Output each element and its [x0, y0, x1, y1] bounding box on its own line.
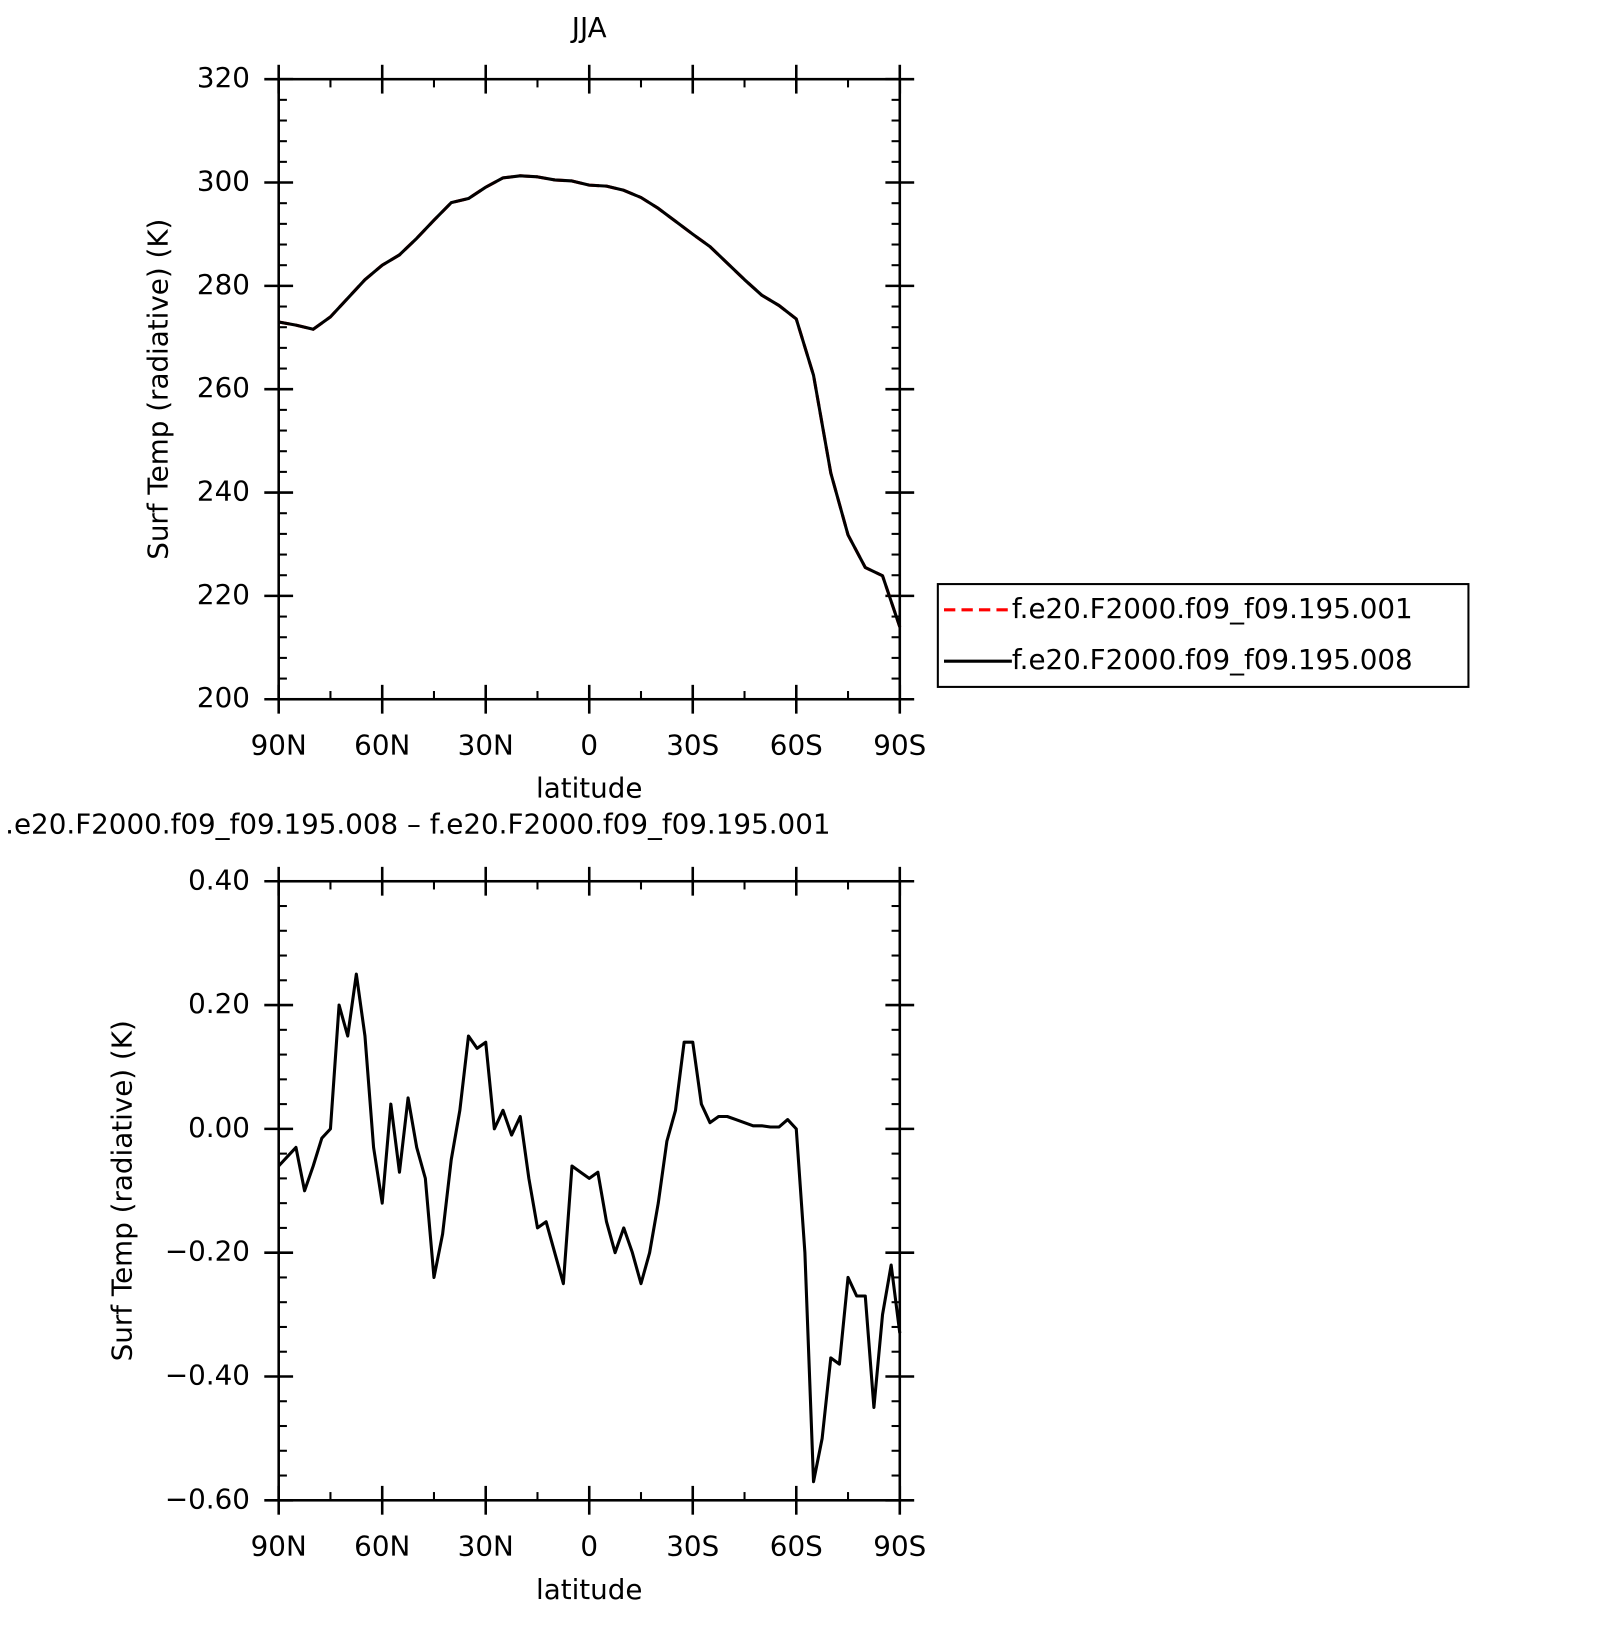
y-tick-label: 240 — [197, 475, 250, 508]
y-tick-label: 200 — [197, 681, 250, 714]
x-tick-label: 60N — [354, 1530, 410, 1563]
y-axis-label: Surf Temp (radiative) (K) — [105, 1020, 138, 1361]
x-tick-label: 30N — [458, 1530, 514, 1563]
x-axis-label: latitude — [536, 772, 642, 805]
y-tick-label: 320 — [197, 61, 250, 94]
y-tick-label: 220 — [197, 578, 250, 611]
x-tick-label: 90N — [251, 729, 307, 762]
y-tick-label: 300 — [197, 165, 250, 198]
chart-title: .e20.F2000.f09_f09.195.008 – f.e20.F2000… — [5, 808, 830, 841]
plot-frame — [277, 879, 902, 1502]
x-tick-label: 60S — [770, 1530, 823, 1563]
data-line — [277, 972, 902, 1484]
x-axis-label: latitude — [536, 1573, 642, 1606]
x-tick-label: 90S — [873, 729, 926, 762]
y-tick-label: 0.00 — [188, 1111, 250, 1144]
x-tick-label: 60S — [770, 729, 823, 762]
x-tick-label: 0 — [580, 1530, 598, 1563]
legend-label: f.e20.F2000.f09_f09.195.008 — [1012, 643, 1413, 676]
y-tick-label: 0.40 — [188, 863, 250, 896]
y-axis-label: Surf Temp (radiative) (K) — [141, 219, 174, 560]
y-tick-label: 280 — [197, 268, 250, 301]
data-line — [278, 174, 902, 628]
y-tick-label: −0.60 — [165, 1482, 250, 1515]
data-line — [278, 174, 902, 628]
x-tick-label: 30S — [666, 729, 719, 762]
y-tick-label: 0.20 — [188, 987, 250, 1020]
chart-title: JJA — [570, 11, 607, 44]
y-tick-label: −0.40 — [165, 1358, 250, 1391]
x-tick-label: 90N — [251, 1530, 307, 1563]
x-tick-label: 30S — [666, 1530, 719, 1563]
legend-label: f.e20.F2000.f09_f09.195.001 — [1012, 592, 1413, 625]
plot-frame — [277, 77, 902, 701]
x-tick-label: 90S — [873, 1530, 926, 1563]
y-tick-label: 260 — [197, 371, 250, 404]
x-tick-label: 0 — [580, 729, 598, 762]
y-tick-label: −0.20 — [165, 1235, 250, 1268]
x-tick-label: 60N — [354, 729, 410, 762]
legend-box — [936, 583, 1470, 688]
x-tick-label: 30N — [458, 729, 514, 762]
